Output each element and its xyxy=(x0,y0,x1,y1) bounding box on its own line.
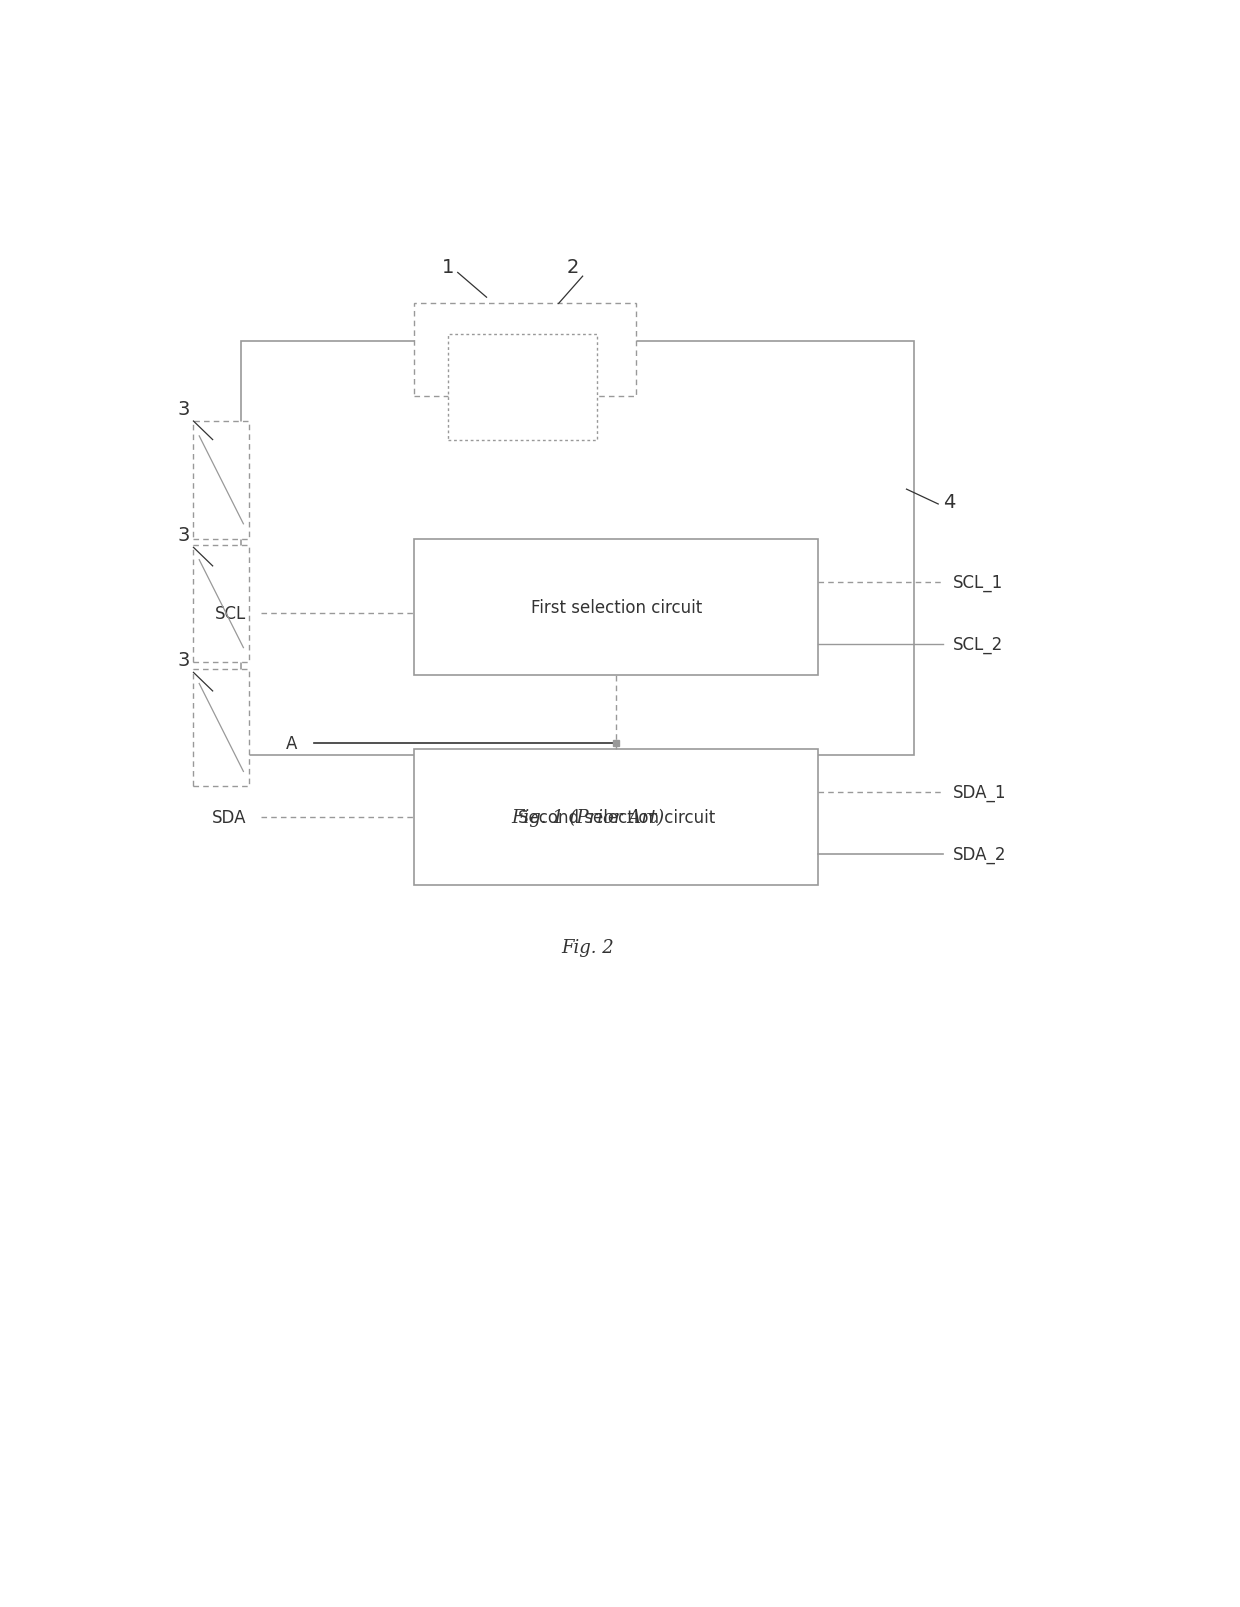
Bar xyxy=(193,545,249,664)
Bar xyxy=(242,341,914,755)
Text: 3: 3 xyxy=(177,400,190,419)
Text: SCL_1: SCL_1 xyxy=(952,574,1003,591)
Text: 3: 3 xyxy=(177,525,190,545)
Text: SDA: SDA xyxy=(212,808,247,826)
Text: First selection circuit: First selection circuit xyxy=(531,598,702,617)
Text: 3: 3 xyxy=(177,651,190,670)
Text: Fig. 1 (Prior Art): Fig. 1 (Prior Art) xyxy=(511,808,663,828)
Text: SCL: SCL xyxy=(215,604,247,622)
Bar xyxy=(414,749,818,885)
Bar xyxy=(448,336,596,440)
Text: SDA_2: SDA_2 xyxy=(952,845,1006,865)
Bar xyxy=(193,669,249,787)
Text: 4: 4 xyxy=(942,493,955,511)
Bar xyxy=(414,304,635,397)
Text: SCL_2: SCL_2 xyxy=(952,635,1003,654)
Bar xyxy=(414,540,818,675)
Text: Fig. 2: Fig. 2 xyxy=(560,938,614,956)
Text: A: A xyxy=(286,734,298,752)
Bar xyxy=(193,421,249,540)
Text: Second selection circuit: Second selection circuit xyxy=(517,808,715,826)
Text: SDA_1: SDA_1 xyxy=(952,784,1006,802)
Text: 1: 1 xyxy=(441,257,454,276)
Text: 2: 2 xyxy=(567,257,579,276)
